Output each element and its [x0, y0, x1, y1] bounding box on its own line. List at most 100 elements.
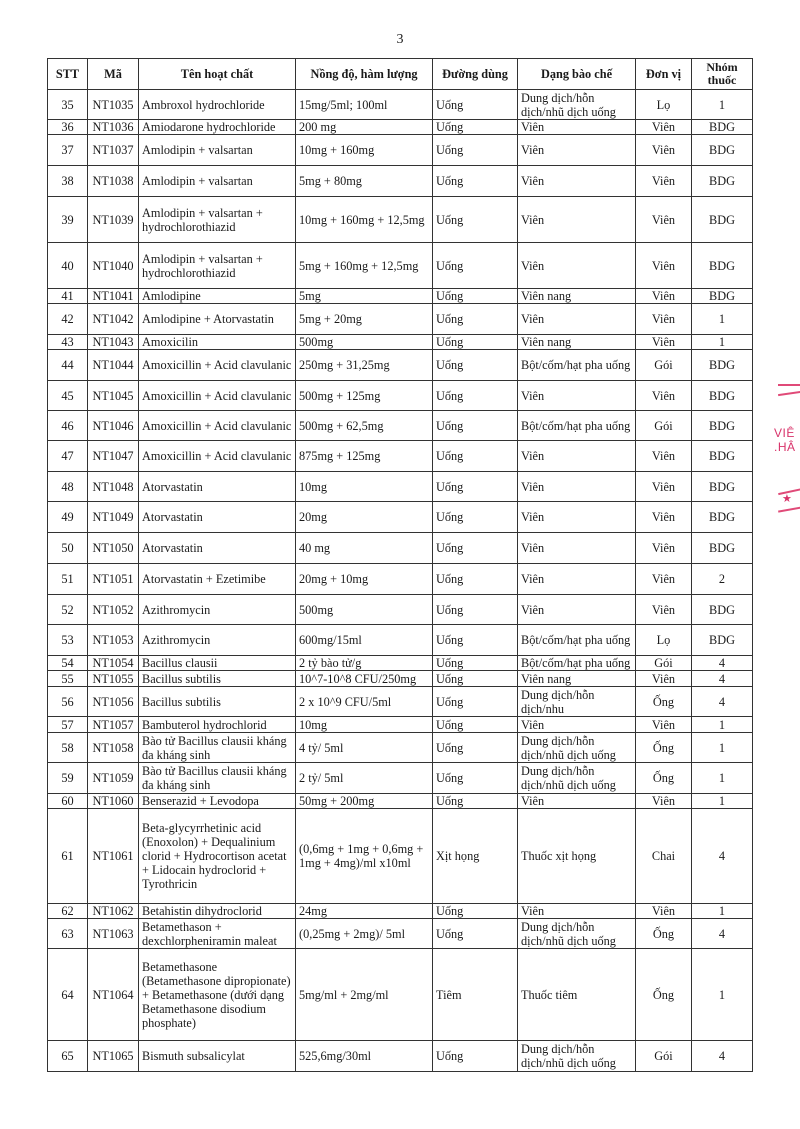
cell-route: Uống [432, 903, 518, 919]
cell-unit: Gói [635, 349, 692, 381]
cell-concentration: 5mg + 160mg + 12,5mg [295, 242, 433, 289]
cell-drug-group: 4 [691, 686, 753, 717]
cell-active-ingredient: Atorvastatin [138, 471, 296, 502]
table-row: 43 NT1043 Amoxicilin 500mg Uống Viên nang Viên… [47, 334, 753, 350]
cell-stt: 54 [47, 655, 88, 671]
cell-dosage-form: Viên nang [517, 670, 636, 687]
cell-dosage-form: Viên [517, 165, 636, 197]
cell-dosage-form: Dung dịch/hỗn dịch/nhũ dịch uống [517, 918, 636, 949]
table-row: 46 NT1046 Amoxicillin + Acid clavulanic 500… [47, 410, 753, 441]
cell-concentration: 2 tỷ/ 5ml [295, 762, 433, 794]
cell-code: NT1048 [87, 471, 139, 502]
cell-concentration: 10mg + 160mg + 12,5mg [295, 196, 433, 243]
cell-stt: 35 [47, 89, 88, 120]
cell-drug-group: 1 [691, 334, 753, 350]
cell-dosage-form: Dung dịch/hỗn dịch/nhũ dịch uống [517, 89, 636, 120]
cell-active-ingredient: Amlodipine + Atorvastatin [138, 303, 296, 335]
table-row: 59 NT1059 Bào tử Bacillus clausii kháng đa… [47, 762, 753, 794]
cell-drug-group: 1 [691, 793, 753, 809]
cell-dosage-form: Dung dịch/hỗn dịch/nhũ dịch uống [517, 1040, 636, 1072]
cell-code: NT1053 [87, 624, 139, 656]
cell-concentration: 20mg [295, 501, 433, 533]
column-header-unit: Đơn vị [635, 58, 692, 90]
cell-unit: Ống [635, 762, 692, 794]
table-row: 47 NT1047 Amoxicillin + Acid clavulanic 875… [47, 440, 753, 472]
cell-drug-group: 4 [691, 1040, 753, 1072]
cell-active-ingredient: Amiodarone hydrochloride [138, 119, 296, 135]
cell-stt: 56 [47, 686, 88, 717]
cell-code: NT1064 [87, 948, 139, 1041]
cell-stt: 37 [47, 134, 88, 166]
cell-dosage-form: Bột/cốm/hạt pha uống [517, 624, 636, 656]
cell-active-ingredient: Betahistin dihydroclorid [138, 903, 296, 919]
cell-route: Uống [432, 165, 518, 197]
cell-stt: 60 [47, 793, 88, 809]
cell-unit: Viên [635, 471, 692, 502]
cell-stt: 64 [47, 948, 88, 1041]
column-header-active-ingredient: Tên hoạt chất [138, 58, 296, 90]
cell-route: Uống [432, 655, 518, 671]
table-row: 55 NT1055 Bacillus subtilis 10^7-10^8 CFU/2… [47, 670, 753, 687]
table-row: 54 NT1054 Bacillus clausii 2 tỷ bào tử/g Uốn… [47, 655, 753, 671]
cell-drug-group: 1 [691, 762, 753, 794]
cell-route: Uống [432, 440, 518, 472]
cell-drug-group: 1 [691, 89, 753, 120]
cell-code: NT1057 [87, 716, 139, 733]
cell-route: Uống [432, 303, 518, 335]
cell-code: NT1047 [87, 440, 139, 472]
cell-active-ingredient: Amlodipine [138, 288, 296, 304]
cell-concentration: 10^7-10^8 CFU/250mg [295, 670, 433, 687]
cell-unit: Lọ [635, 89, 692, 120]
table-row: 52 NT1052 Azithromycin 500mg Uống Viên Viên BDG [47, 594, 753, 625]
cell-route: Uống [432, 501, 518, 533]
cell-unit: Viên [635, 793, 692, 809]
cell-active-ingredient: Atorvastatin + Ezetimibe [138, 563, 296, 595]
cell-active-ingredient: Atorvastatin [138, 501, 296, 533]
cell-route: Uống [432, 532, 518, 564]
column-header-drug-group: Nhóm thuốc [691, 58, 753, 90]
table-row: 42 NT1042 Amlodipine + Atorvastatin 5mg + 2… [47, 303, 753, 335]
cell-route: Uống [432, 624, 518, 656]
cell-code: NT1038 [87, 165, 139, 197]
cell-active-ingredient: Amoxicillin + Acid clavulanic [138, 380, 296, 411]
cell-dosage-form: Dung dịch/hỗn dịch/nhũ dịch uống [517, 762, 636, 794]
cell-unit: Viên [635, 196, 692, 243]
cell-active-ingredient: Bambuterol hydrochlorid [138, 716, 296, 733]
cell-drug-group: 1 [691, 303, 753, 335]
cell-drug-group: BDG [691, 349, 753, 381]
cell-route: Uống [432, 670, 518, 687]
cell-concentration: 200 mg [295, 119, 433, 135]
cell-route: Uống [432, 716, 518, 733]
cell-code: NT1059 [87, 762, 139, 794]
cell-code: NT1056 [87, 686, 139, 717]
cell-code: NT1061 [87, 808, 139, 904]
cell-dosage-form: Viên [517, 471, 636, 502]
cell-dosage-form: Thuốc xịt họng [517, 808, 636, 904]
cell-unit: Viên [635, 501, 692, 533]
table-row: 45 NT1045 Amoxicillin + Acid clavulanic 500… [47, 380, 753, 411]
cell-stt: 47 [47, 440, 88, 472]
column-header-code: Mã [87, 58, 139, 90]
cell-drug-group: BDG [691, 119, 753, 135]
cell-dosage-form: Viên [517, 532, 636, 564]
table-row: 61 NT1061 Beta-glycyrrhetinic acid (Enoxol… [47, 808, 753, 904]
cell-stt: 63 [47, 918, 88, 949]
table-row: 39 NT1039 Amlodipin + valsartan + hydrochl… [47, 196, 753, 243]
table-row: 64 NT1064 Betamethasone (Betamethasone dip… [47, 948, 753, 1041]
cell-unit: Viên [635, 134, 692, 166]
cell-route: Uống [432, 380, 518, 411]
cell-code: NT1062 [87, 903, 139, 919]
cell-concentration: 5mg [295, 288, 433, 304]
cell-concentration: 4 tỷ/ 5ml [295, 732, 433, 763]
cell-unit: Lọ [635, 624, 692, 656]
cell-active-ingredient: Bacillus subtilis [138, 686, 296, 717]
cell-drug-group: 1 [691, 716, 753, 733]
cell-route: Uống [432, 793, 518, 809]
cell-stt: 51 [47, 563, 88, 595]
cell-stt: 50 [47, 532, 88, 564]
page-number: 3 [396, 32, 404, 47]
cell-active-ingredient: Bacillus subtilis [138, 670, 296, 687]
cell-drug-group: 4 [691, 808, 753, 904]
cell-drug-group: BDG [691, 501, 753, 533]
cell-code: NT1040 [87, 242, 139, 289]
